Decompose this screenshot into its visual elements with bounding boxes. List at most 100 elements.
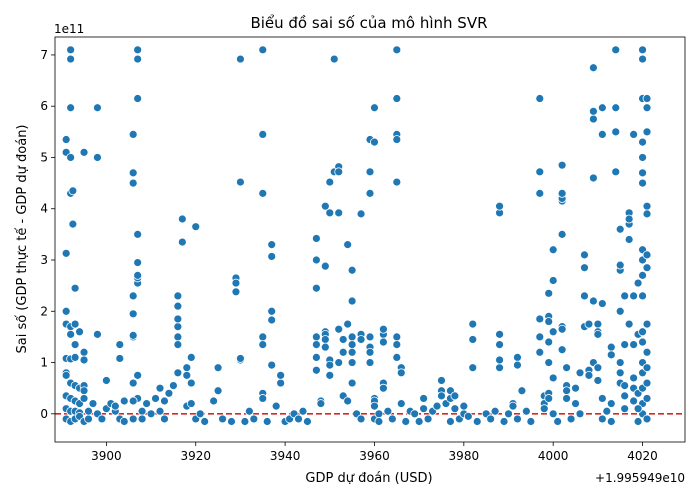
- data-point: [495, 363, 504, 373]
- data-point: [164, 388, 174, 398]
- data-point: [128, 178, 138, 188]
- data-point: [61, 248, 71, 258]
- data-point: [535, 347, 545, 357]
- data-point: [173, 314, 183, 324]
- data-point: [513, 360, 522, 370]
- data-point: [557, 160, 567, 170]
- data-point: [218, 414, 227, 424]
- data-point: [597, 103, 607, 113]
- data-point: [311, 365, 321, 375]
- y-axis: 0 1 2 3 4 5 6 7: [40, 48, 55, 421]
- data-point: [472, 417, 482, 426]
- data-point: [347, 265, 357, 275]
- data-point: [513, 353, 522, 362]
- data-point: [258, 332, 268, 342]
- data-point: [490, 406, 500, 416]
- data-point: [213, 363, 223, 373]
- data-point: [544, 394, 554, 403]
- data-point: [356, 335, 366, 344]
- data-point: [642, 319, 652, 329]
- data-point: [624, 214, 634, 224]
- data-point: [209, 396, 219, 406]
- data-point: [548, 373, 558, 383]
- data-point: [423, 414, 433, 424]
- data-point: [258, 188, 268, 198]
- x-axis: 3900 3920 3940 3960 3980 4000 4020: [91, 442, 658, 463]
- data-point: [521, 406, 531, 416]
- data-point: [325, 208, 335, 218]
- data-point: [236, 177, 245, 187]
- data-point: [93, 153, 102, 162]
- x-tick-label: 3900: [91, 449, 122, 463]
- data-point: [258, 340, 268, 349]
- data-point: [396, 399, 406, 408]
- data-point: [611, 127, 621, 137]
- data-point: [66, 54, 76, 64]
- data-point: [468, 319, 478, 329]
- data-point: [575, 409, 585, 419]
- data-point: [383, 406, 393, 416]
- data-point: [173, 322, 183, 332]
- data-point: [557, 345, 567, 355]
- data-point: [589, 63, 598, 73]
- data-point: [597, 130, 607, 139]
- data-point: [642, 127, 652, 137]
- data-point: [88, 399, 98, 408]
- data-point: [589, 106, 598, 116]
- data-point: [495, 355, 504, 365]
- data-point: [66, 45, 76, 55]
- x-axis-label: GDP dự đoán (USD): [305, 471, 432, 486]
- y-tick-label: 0: [40, 407, 48, 421]
- data-point: [343, 319, 353, 329]
- data-point: [320, 261, 330, 271]
- data-point: [334, 358, 344, 367]
- data-point: [642, 347, 652, 357]
- data-point: [414, 417, 424, 426]
- data-point: [620, 340, 630, 349]
- data-point: [173, 301, 183, 311]
- data-point: [548, 409, 558, 419]
- data-point: [642, 103, 652, 113]
- data-point: [365, 347, 375, 357]
- data-point: [128, 309, 138, 319]
- data-point: [258, 130, 268, 139]
- data-point: [615, 306, 625, 316]
- data-point: [589, 114, 598, 124]
- data-point: [392, 94, 402, 103]
- data-point: [115, 340, 125, 349]
- data-point: [638, 153, 647, 162]
- data-point: [320, 342, 330, 352]
- data-point: [638, 45, 647, 55]
- data-point: [137, 406, 147, 416]
- data-point: [119, 417, 129, 426]
- data-point: [128, 291, 138, 301]
- data-point: [615, 368, 625, 378]
- data-point: [271, 401, 281, 411]
- data-point: [325, 177, 335, 187]
- data-point: [642, 378, 652, 388]
- data-point: [142, 399, 151, 408]
- data-point: [70, 340, 80, 349]
- data-point: [133, 270, 143, 280]
- data-point: [356, 209, 366, 219]
- data-point: [343, 240, 353, 250]
- data-point: [633, 417, 643, 426]
- data-point: [597, 394, 607, 403]
- data-point: [334, 167, 344, 177]
- data-point: [267, 315, 277, 325]
- data-point: [320, 335, 330, 344]
- data-point: [562, 386, 571, 396]
- data-point: [468, 335, 478, 344]
- data-point: [580, 291, 589, 301]
- data-point: [128, 330, 138, 340]
- data-point: [419, 394, 429, 403]
- data-point: [419, 404, 429, 414]
- x-tick-label: 4020: [627, 449, 658, 463]
- y-tick-label: 2: [40, 304, 48, 318]
- data-point: [79, 386, 89, 396]
- data-point: [437, 391, 446, 401]
- data-point: [173, 340, 183, 349]
- data-point: [396, 368, 406, 378]
- data-point: [463, 411, 473, 421]
- plot-background: [55, 37, 685, 442]
